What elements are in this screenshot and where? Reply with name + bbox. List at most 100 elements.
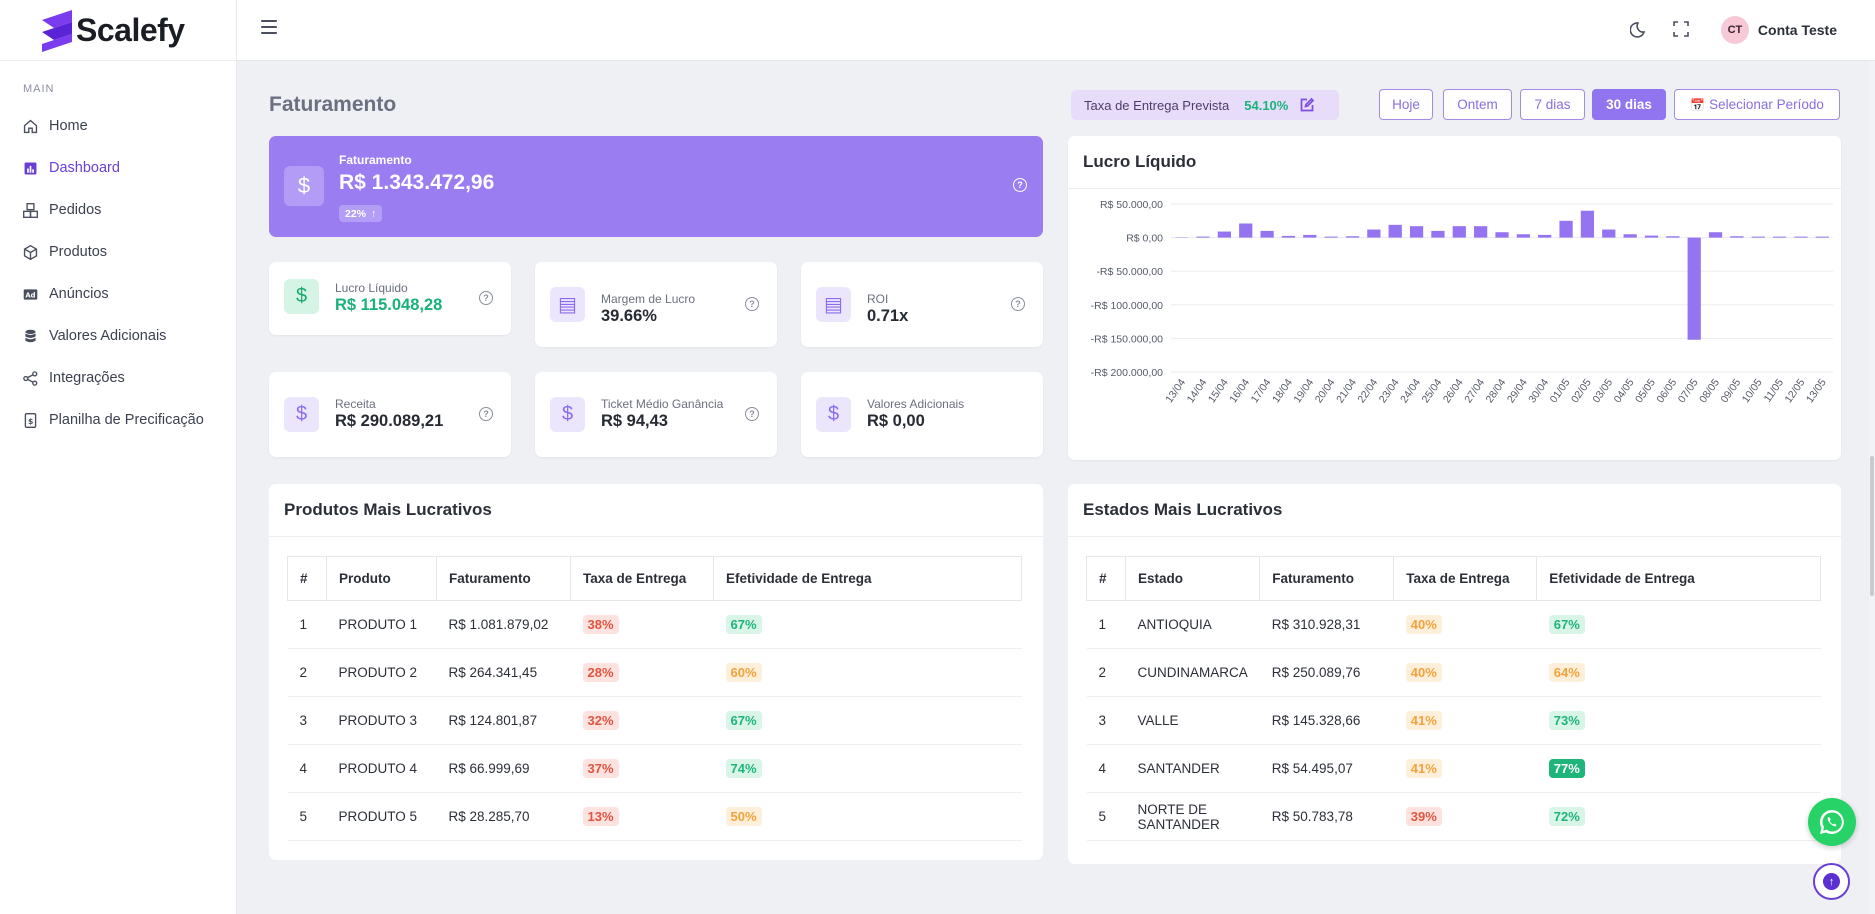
table-row[interactable]: 1 PRODUTO 1 R$ 1.081.879,02 38% 67% bbox=[287, 600, 1022, 649]
x-tick-label: 19/04 bbox=[1291, 377, 1316, 406]
share-icon bbox=[21, 369, 39, 387]
sidebar-item-pedidos[interactable]: Pedidos bbox=[0, 189, 236, 231]
column-header[interactable]: Produto bbox=[326, 556, 437, 601]
bar bbox=[1367, 229, 1381, 238]
column-header[interactable]: Faturamento bbox=[436, 556, 571, 601]
table-row[interactable]: 2 CUNDINAMARCA R$ 250.089,76 40% 64% bbox=[1086, 648, 1821, 697]
dark-mode-moon-icon[interactable] bbox=[1629, 19, 1650, 39]
column-header[interactable]: Estado bbox=[1125, 556, 1261, 601]
row-revenue: R$ 54.495,07 bbox=[1259, 744, 1394, 793]
bar bbox=[1708, 232, 1723, 238]
table-row[interactable]: 4 PRODUTO 4 R$ 66.999,69 37% 74% bbox=[287, 744, 1022, 793]
column-header[interactable]: Faturamento bbox=[1259, 556, 1395, 601]
help-icon[interactable]: ? bbox=[1013, 178, 1027, 192]
x-tick-label: 16/04 bbox=[1227, 377, 1252, 406]
column-header[interactable]: # bbox=[1086, 556, 1126, 601]
help-icon[interactable]: ? bbox=[745, 297, 759, 311]
row-rank: 3 bbox=[1086, 696, 1126, 745]
delivery-rate-badge: 28% bbox=[582, 663, 619, 682]
table-row[interactable]: 5 PRODUTO 5 R$ 28.285,70 13% 50% bbox=[287, 792, 1022, 841]
hamburger-menu-icon[interactable] bbox=[261, 20, 277, 38]
column-header[interactable]: # bbox=[287, 556, 327, 601]
scrollbar-thumb[interactable] bbox=[1870, 456, 1874, 596]
sidebar-item-label: Home bbox=[49, 118, 88, 134]
table-row[interactable]: 3 PRODUTO 3 R$ 124.801,87 32% 67% bbox=[287, 696, 1022, 745]
row-name: PRODUTO 5 bbox=[326, 792, 437, 841]
edit-icon[interactable] bbox=[1299, 97, 1315, 113]
bar bbox=[1687, 237, 1701, 340]
help-icon[interactable]: ? bbox=[479, 291, 493, 305]
delivery-rate-badge: 37% bbox=[582, 759, 619, 778]
bar bbox=[1538, 234, 1552, 238]
column-header[interactable]: Efetividade de Entrega bbox=[1536, 556, 1821, 601]
bar bbox=[1239, 223, 1253, 238]
table-row[interactable]: 3 VALLE R$ 145.328,66 41% 73% bbox=[1086, 696, 1821, 745]
sidebar-item-anuncios[interactable]: Ad Anúncios bbox=[0, 273, 236, 315]
states-table-title: Estados Mais Lucrativos bbox=[1083, 500, 1283, 519]
x-tick-label: 22/04 bbox=[1355, 377, 1380, 406]
row-effectiveness: 73% bbox=[1536, 696, 1821, 745]
bar bbox=[1345, 236, 1360, 238]
stat-label: Margem de Lucro bbox=[601, 292, 696, 306]
sidebar-item-valores-adicionais[interactable]: Valores Adicionais bbox=[0, 315, 236, 357]
column-header[interactable]: Taxa de Entrega bbox=[570, 556, 714, 601]
sidebar-item-dashboard[interactable]: Dashboard bbox=[0, 147, 236, 189]
table-row[interactable]: 2 PRODUTO 2 R$ 264.341,45 28% 60% bbox=[287, 648, 1022, 697]
whatsapp-button[interactable] bbox=[1808, 798, 1856, 846]
sidebar-item-produtos[interactable]: Produtos bbox=[0, 231, 236, 273]
column-header[interactable]: Taxa de Entrega bbox=[1393, 556, 1538, 601]
row-name: PRODUTO 4 bbox=[326, 744, 437, 793]
help-icon[interactable]: ? bbox=[1011, 297, 1025, 311]
table-row[interactable]: 4 SANTANDER R$ 54.495,07 41% 77% bbox=[1086, 744, 1821, 793]
bar bbox=[1409, 226, 1424, 238]
stat-value: R$ 94,43 bbox=[601, 412, 668, 430]
select-period-button[interactable]: 📅 Selecionar Período bbox=[1674, 89, 1840, 120]
stat-label: Valores Adicionais bbox=[867, 397, 965, 411]
column-header[interactable]: Efetividade de Entrega bbox=[713, 556, 1022, 601]
row-effectiveness: 77% bbox=[1536, 744, 1821, 793]
row-name: NORTE DE SANTANDER bbox=[1125, 792, 1260, 841]
fullscreen-icon[interactable] bbox=[1671, 19, 1691, 39]
row-rank: 5 bbox=[287, 792, 327, 841]
x-tick-label: 29/04 bbox=[1505, 377, 1530, 406]
bar bbox=[1495, 232, 1509, 238]
brand-logo[interactable]: Scalefy bbox=[0, 0, 236, 61]
period-hoje-button[interactable]: Hoje bbox=[1379, 89, 1433, 120]
y-tick-label: R$ 50.000,00 bbox=[1100, 199, 1163, 211]
table-row[interactable]: 1 ANTIOQUIA R$ 310.928,31 40% 67% bbox=[1086, 600, 1821, 649]
sidebar-item-planilha[interactable]: $ Planilha de Precificação bbox=[0, 399, 236, 441]
x-tick-label: 17/04 bbox=[1249, 377, 1274, 406]
row-effectiveness: 74% bbox=[713, 744, 1022, 793]
topbar: CT Conta Teste bbox=[237, 0, 1875, 61]
row-rank: 3 bbox=[287, 696, 327, 745]
stat-value: R$ 115.048,28 bbox=[335, 296, 443, 314]
x-tick-label: 27/04 bbox=[1462, 377, 1487, 406]
states-table-card: Estados Mais Lucrativos # Estado Faturamen… bbox=[1068, 484, 1841, 864]
row-rank: 4 bbox=[287, 744, 327, 793]
page-scrollbar[interactable] bbox=[1869, 61, 1875, 914]
row-effectiveness: 50% bbox=[713, 792, 1022, 841]
table-header-row: # Produto Faturamento Taxa de Entrega Efetiv… bbox=[287, 556, 1022, 601]
arrow-up-icon: ↑ bbox=[1823, 873, 1840, 890]
sidebar-item-label: Anúncios bbox=[49, 286, 109, 302]
arrow-up-icon: ↑ bbox=[371, 207, 377, 220]
profit-bar-chart: R$ 50.000,00 R$ 0,00 -R$ 50.000,00 -R$ 100.… bbox=[1091, 199, 1833, 406]
row-rank: 1 bbox=[1086, 600, 1126, 649]
coins-icon: ▤ bbox=[550, 287, 585, 322]
sidebar-item-integracoes[interactable]: Integrações bbox=[0, 357, 236, 399]
delivery-rate-badge: 41% bbox=[1405, 759, 1442, 778]
scroll-to-top-button[interactable]: ↑ bbox=[1813, 863, 1850, 900]
user-menu[interactable]: CT Conta Teste bbox=[1720, 16, 1837, 44]
profit-chart-card: Lucro Líquido R$ 50.000,00 R$ 0,00 -R$ 50.… bbox=[1068, 136, 1841, 460]
help-icon[interactable]: ? bbox=[479, 407, 493, 421]
row-rank: 1 bbox=[287, 600, 327, 649]
bar bbox=[1751, 236, 1765, 238]
table-row[interactable]: 5 NORTE DE SANTANDER R$ 50.783,78 39% 72… bbox=[1086, 792, 1821, 841]
row-delivery-rate: 41% bbox=[1393, 744, 1537, 793]
period-7dias-button[interactable]: 7 dias bbox=[1520, 89, 1585, 120]
period-ontem-button[interactable]: Ontem bbox=[1443, 89, 1512, 120]
sidebar-item-home[interactable]: Home bbox=[0, 105, 236, 147]
help-icon[interactable]: ? bbox=[745, 407, 759, 421]
row-name: SANTANDER bbox=[1125, 744, 1260, 793]
period-30dias-button[interactable]: 30 dias bbox=[1592, 89, 1666, 120]
